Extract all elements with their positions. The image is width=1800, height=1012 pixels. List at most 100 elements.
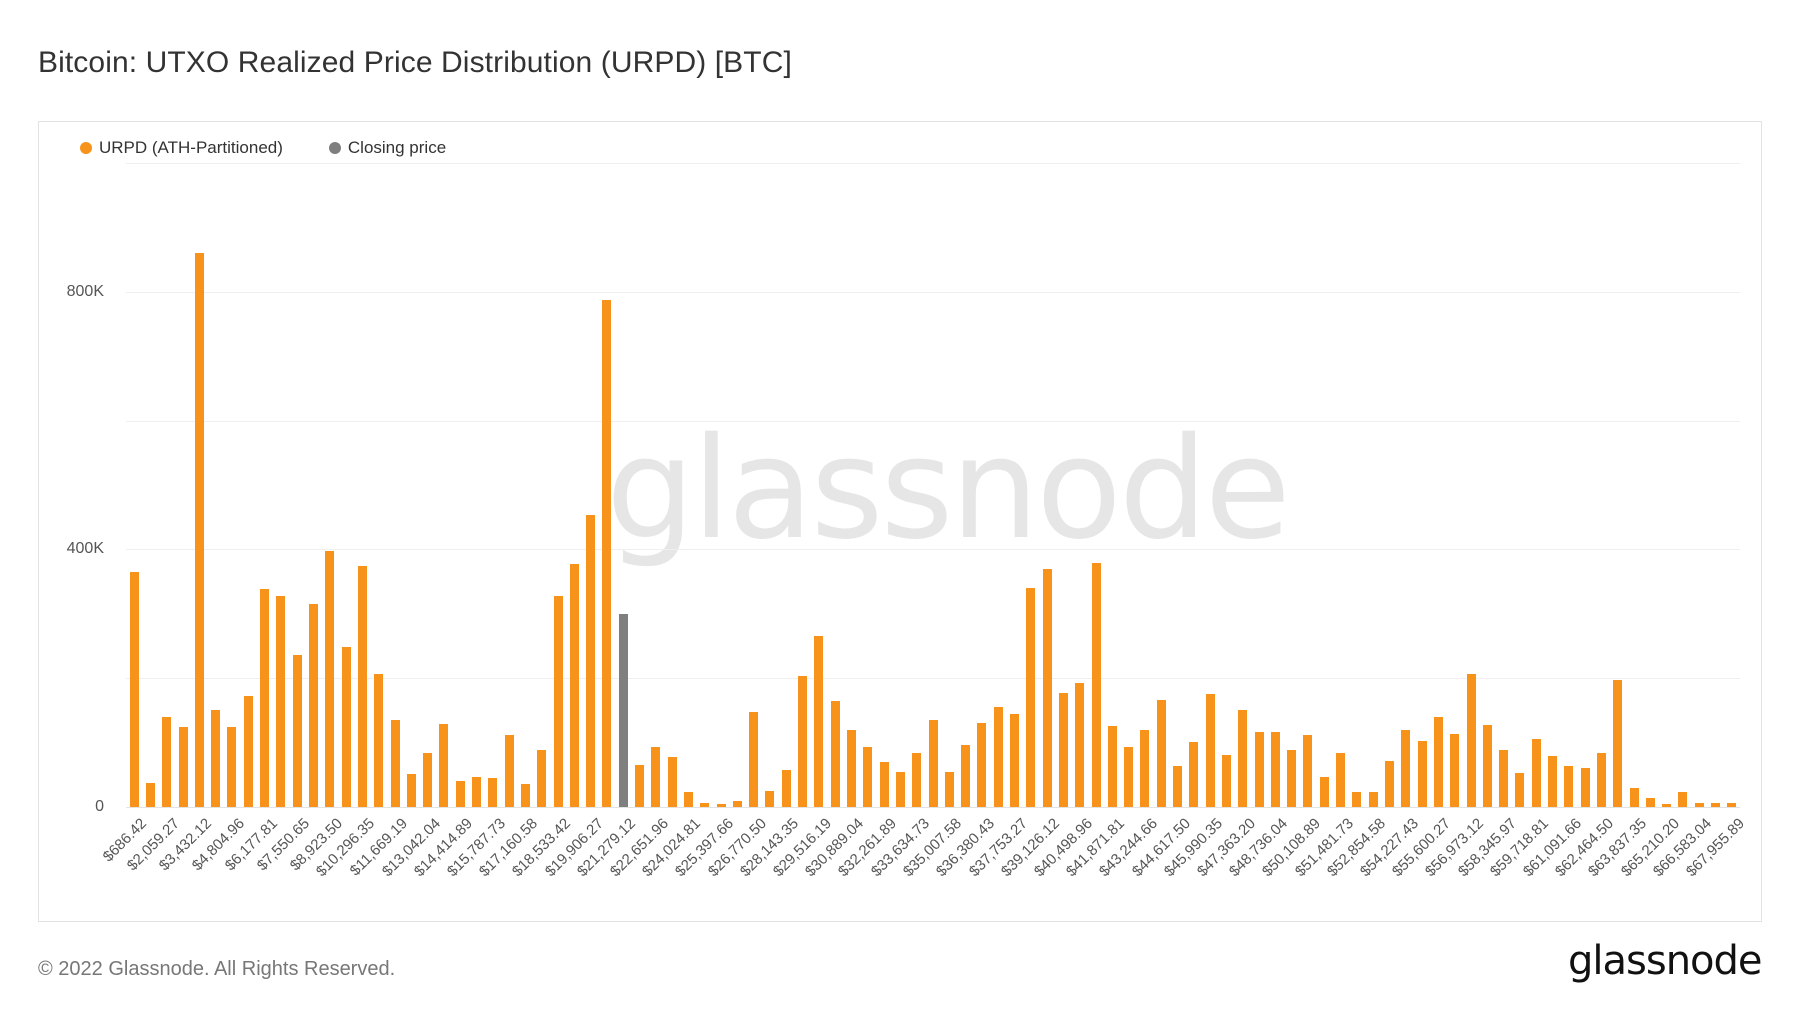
urpd-bar[interactable]	[553, 595, 563, 807]
urpd-bar[interactable]	[912, 752, 922, 807]
urpd-bar[interactable]	[1140, 730, 1150, 807]
urpd-bar[interactable]	[1596, 752, 1606, 807]
urpd-bar[interactable]	[830, 701, 840, 807]
urpd-bar[interactable]	[651, 747, 661, 807]
urpd-bar[interactable]	[1221, 754, 1231, 807]
urpd-bar[interactable]	[406, 774, 416, 807]
urpd-bar[interactable]	[520, 784, 530, 807]
urpd-bar[interactable]	[1189, 741, 1199, 807]
urpd-bar[interactable]	[1352, 792, 1362, 807]
urpd-bar[interactable]	[1711, 802, 1721, 807]
urpd-bar[interactable]	[1287, 750, 1297, 807]
closing-price-bar[interactable]	[618, 614, 628, 807]
urpd-bar[interactable]	[390, 720, 400, 807]
urpd-bar[interactable]	[961, 745, 971, 807]
legend-item-closing-price[interactable]: Closing price	[328, 138, 446, 158]
plot-area[interactable]	[126, 163, 1740, 808]
urpd-bar[interactable]	[243, 695, 253, 807]
urpd-bar[interactable]	[863, 747, 873, 807]
urpd-bar[interactable]	[1010, 713, 1019, 807]
urpd-bar[interactable]	[488, 778, 498, 807]
urpd-bar[interactable]	[1254, 731, 1264, 807]
urpd-bar[interactable]	[1499, 750, 1509, 807]
urpd-bar[interactable]	[439, 723, 449, 807]
urpd-bar[interactable]	[129, 571, 139, 807]
urpd-bar[interactable]	[700, 802, 710, 807]
urpd-bar[interactable]	[178, 727, 188, 807]
urpd-bar[interactable]	[341, 647, 351, 807]
urpd-bar[interactable]	[1580, 767, 1590, 807]
urpd-bar[interactable]	[928, 720, 938, 807]
urpd-bar[interactable]	[749, 712, 759, 807]
urpd-bar[interactable]	[1336, 752, 1346, 807]
urpd-bar[interactable]	[211, 710, 221, 807]
urpd-bar[interactable]	[1482, 724, 1492, 807]
urpd-bar[interactable]	[308, 603, 318, 807]
urpd-bar[interactable]	[635, 765, 645, 807]
urpd-bar[interactable]	[1026, 588, 1036, 807]
urpd-bar[interactable]	[292, 655, 302, 807]
urpd-bar[interactable]	[1450, 733, 1460, 807]
urpd-bar[interactable]	[504, 734, 514, 807]
urpd-bar[interactable]	[1319, 777, 1329, 807]
urpd-bar[interactable]	[1531, 739, 1541, 807]
urpd-bar[interactable]	[1156, 700, 1166, 807]
urpd-bar[interactable]	[1564, 766, 1574, 807]
urpd-bar[interactable]	[1107, 725, 1117, 807]
urpd-bar[interactable]	[1205, 694, 1215, 807]
urpd-bar[interactable]	[846, 730, 856, 807]
urpd-bar[interactable]	[1548, 756, 1557, 807]
urpd-bar[interactable]	[569, 564, 579, 807]
urpd-bar[interactable]	[1466, 674, 1476, 807]
urpd-bar[interactable]	[374, 674, 384, 807]
urpd-bar[interactable]	[732, 801, 742, 807]
urpd-bar[interactable]	[1270, 731, 1280, 807]
urpd-bar[interactable]	[227, 727, 237, 807]
urpd-bar[interactable]	[798, 676, 808, 807]
urpd-bar[interactable]	[423, 752, 433, 807]
urpd-bar[interactable]	[1091, 562, 1101, 807]
urpd-bar[interactable]	[1401, 730, 1411, 807]
urpd-bar[interactable]	[667, 757, 677, 807]
urpd-bar[interactable]	[814, 635, 824, 807]
urpd-bar[interactable]	[276, 595, 286, 807]
urpd-bar[interactable]	[1662, 804, 1672, 807]
urpd-bar[interactable]	[1384, 760, 1394, 807]
urpd-bar[interactable]	[1417, 740, 1427, 807]
urpd-bar[interactable]	[537, 749, 547, 807]
urpd-bar[interactable]	[1303, 734, 1313, 807]
urpd-bar[interactable]	[944, 771, 954, 807]
urpd-bar[interactable]	[1613, 680, 1623, 807]
urpd-bar[interactable]	[1075, 683, 1085, 807]
urpd-bar[interactable]	[357, 565, 367, 807]
urpd-bar[interactable]	[765, 790, 775, 807]
urpd-bar[interactable]	[1124, 747, 1134, 807]
urpd-bar[interactable]	[260, 589, 270, 807]
urpd-bar[interactable]	[716, 804, 726, 807]
urpd-bar[interactable]	[1042, 568, 1052, 807]
urpd-bar[interactable]	[993, 706, 1003, 807]
urpd-bar[interactable]	[162, 716, 172, 807]
urpd-bar[interactable]	[194, 253, 204, 807]
urpd-bar[interactable]	[1238, 709, 1248, 807]
urpd-bar[interactable]	[879, 761, 889, 807]
urpd-bar[interactable]	[455, 781, 465, 807]
urpd-bar[interactable]	[1694, 802, 1704, 807]
urpd-bar[interactable]	[586, 514, 596, 807]
urpd-bar[interactable]	[1173, 766, 1183, 807]
urpd-bar[interactable]	[781, 769, 791, 807]
urpd-bar[interactable]	[1678, 792, 1688, 807]
urpd-bar[interactable]	[895, 771, 905, 807]
urpd-bar[interactable]	[602, 300, 612, 807]
urpd-bar[interactable]	[1645, 797, 1655, 807]
urpd-bar[interactable]	[1515, 772, 1525, 807]
urpd-bar[interactable]	[1368, 792, 1378, 807]
urpd-bar[interactable]	[683, 792, 693, 807]
urpd-bar[interactable]	[145, 783, 155, 807]
urpd-bar[interactable]	[325, 550, 335, 807]
urpd-bar[interactable]	[1629, 787, 1639, 807]
urpd-bar[interactable]	[977, 722, 987, 807]
legend-item-urpd[interactable]: URPD (ATH-Partitioned)	[80, 138, 283, 158]
urpd-bar[interactable]	[1727, 802, 1737, 807]
urpd-bar[interactable]	[1058, 693, 1068, 807]
